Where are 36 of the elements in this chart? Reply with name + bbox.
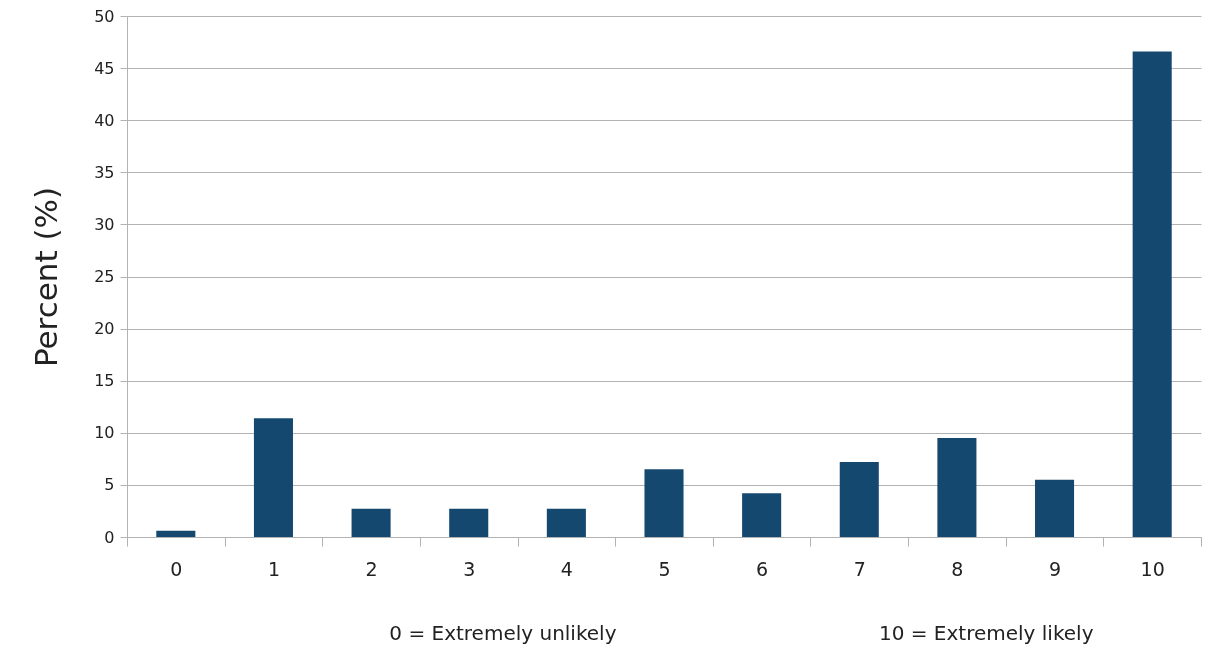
text: 10 = Extremely likely	[878, 621, 1094, 645]
x-tick-label: 4	[560, 557, 573, 580]
x-tick-label: 1	[267, 557, 280, 580]
x-tick-label: 10	[1140, 557, 1165, 580]
y-tick-label: 15	[94, 371, 115, 391]
x-tick-label: 3	[463, 557, 476, 580]
x-tick-label: 6	[756, 557, 769, 580]
y-tick-label: 25	[94, 267, 115, 286]
bar	[449, 508, 489, 537]
bar	[742, 493, 782, 537]
x-tick-label: 9	[1049, 557, 1062, 580]
x-tick-label: 5	[658, 557, 671, 580]
bar	[839, 461, 879, 537]
text: 0 = Extremely unlikely	[389, 621, 617, 645]
y-tick-label: 20	[94, 319, 115, 339]
y-tick-label: 5	[104, 475, 115, 495]
bar	[156, 530, 196, 537]
y-tick-label: 10	[94, 423, 115, 443]
bar	[644, 469, 684, 537]
bar	[546, 508, 586, 537]
x-tick-label: 8	[951, 557, 964, 580]
y-tick-label: 45	[94, 58, 115, 78]
bar	[351, 508, 391, 537]
bar	[937, 438, 977, 537]
x-tick-label: 0	[170, 557, 183, 580]
y-tick-label: 35	[94, 162, 115, 182]
y-tick-label: 50	[94, 6, 115, 26]
y-axis-title: Percent (%)	[28, 186, 65, 368]
bar	[1035, 479, 1075, 537]
bar	[253, 418, 293, 537]
x-tick-label: 2	[365, 557, 378, 580]
y-tick-label: 30	[94, 214, 115, 234]
x-tick-label: 7	[853, 557, 866, 580]
y-tick-label: 40	[94, 110, 115, 130]
bar	[1132, 51, 1172, 537]
y-tick-label: 0	[104, 527, 115, 547]
